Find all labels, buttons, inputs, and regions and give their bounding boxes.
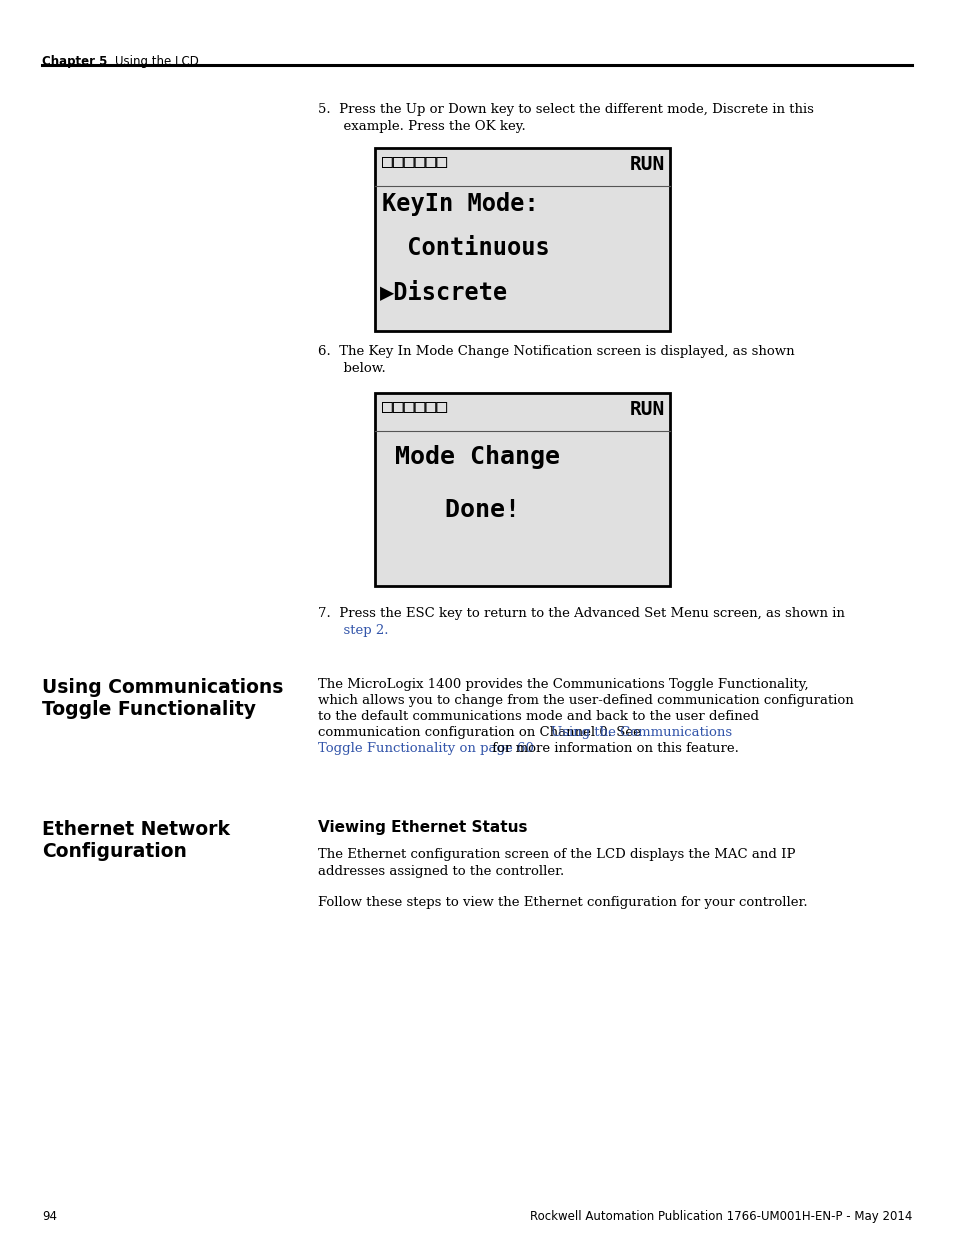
Text: KeyIn Mode:: KeyIn Mode:	[381, 191, 538, 216]
Text: example. Press the OK key.: example. Press the OK key.	[317, 120, 525, 133]
Text: Chapter 5: Chapter 5	[42, 56, 108, 68]
Text: Mode Change: Mode Change	[395, 445, 559, 469]
Text: Using the LCD: Using the LCD	[100, 56, 198, 68]
Bar	[375, 393, 669, 585]
Text: RUN: RUN	[629, 156, 664, 174]
Text: communication configuration on Channel 0. See: communication configuration on Channel 0…	[317, 726, 644, 739]
Text: Toggle Functionality on page 60: Toggle Functionality on page 60	[317, 742, 534, 755]
Text: which allows you to change from the user-defined communication configuration: which allows you to change from the user…	[317, 694, 853, 706]
Text: step 2.: step 2.	[317, 624, 388, 637]
Text: The Ethernet configuration screen of the LCD displays the MAC and IP: The Ethernet configuration screen of the…	[317, 848, 795, 861]
Text: 5.  Press the Up or Down key to select the different mode, Discrete in this: 5. Press the Up or Down key to select th…	[317, 103, 813, 116]
Text: Rockwell Automation Publication 1766-UM001H-EN-P - May 2014: Rockwell Automation Publication 1766-UM0…	[529, 1210, 911, 1223]
Text: below.: below.	[317, 362, 385, 375]
Text: The MicroLogix 1400 provides the Communications Toggle Functionality,: The MicroLogix 1400 provides the Communi…	[317, 678, 808, 692]
Text: ▶Discrete: ▶Discrete	[379, 280, 508, 304]
Text: Continuous: Continuous	[393, 236, 549, 261]
Text: Done!: Done!	[415, 498, 519, 522]
Text: 6.  The Key In Mode Change Notification screen is displayed, as shown: 6. The Key In Mode Change Notification s…	[317, 345, 794, 358]
Text: to the default communications mode and back to the user defined: to the default communications mode and b…	[317, 710, 759, 722]
Text: □□□□□□: □□□□□□	[381, 153, 447, 170]
Text: 7.  Press the ESC key to return to the Advanced Set Menu screen, as shown in: 7. Press the ESC key to return to the Ad…	[317, 606, 844, 620]
Text: addresses assigned to the controller.: addresses assigned to the controller.	[317, 864, 563, 878]
Text: for more information on this feature.: for more information on this feature.	[488, 742, 739, 755]
Text: Ethernet Network
Configuration: Ethernet Network Configuration	[42, 820, 230, 861]
Text: Using Communications
Toggle Functionality: Using Communications Toggle Functionalit…	[42, 678, 283, 719]
Text: Viewing Ethernet Status: Viewing Ethernet Status	[317, 820, 527, 835]
Bar	[375, 148, 669, 331]
Text: Using the Communications: Using the Communications	[551, 726, 731, 739]
Text: RUN: RUN	[629, 400, 664, 419]
Text: 94: 94	[42, 1210, 57, 1223]
Text: Follow these steps to view the Ethernet configuration for your controller.: Follow these steps to view the Ethernet …	[317, 897, 807, 909]
Text: □□□□□□: □□□□□□	[381, 398, 447, 416]
